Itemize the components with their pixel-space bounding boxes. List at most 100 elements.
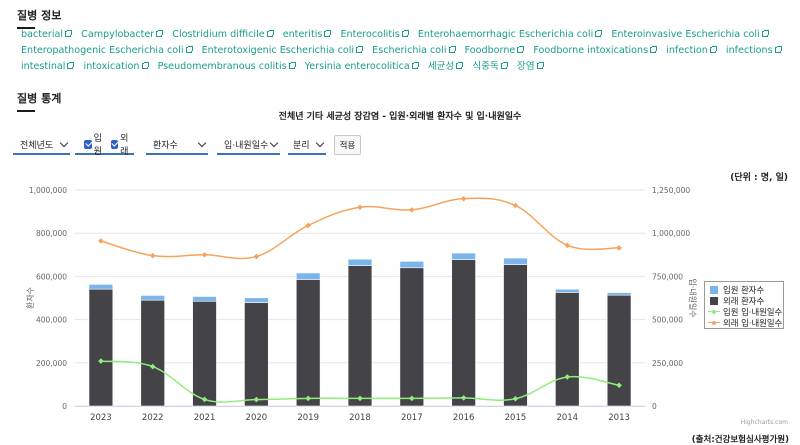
keyword-tag-link[interactable]: Yersinia enterocolitica [304, 61, 419, 72]
bar-outpatient-patients [555, 292, 580, 407]
external-link-icon [448, 46, 456, 53]
external-link-icon [536, 62, 544, 69]
keyword-tag-link[interactable]: Foodborne [464, 45, 525, 56]
x-tick-label: 2021 [194, 413, 216, 423]
y-left-tick-label: 800,000 [36, 229, 67, 238]
x-tick-label: 2022 [142, 413, 164, 423]
y-left-tick-label: 400,000 [36, 316, 67, 325]
disease-info-title-text: 질병 정보 [17, 9, 62, 22]
year-select[interactable]: 전체년도 [13, 135, 70, 155]
legend-swatch [710, 297, 718, 305]
legend-label: 외래 환자수 [723, 295, 765, 306]
chart-legend[interactable]: 입원 환자수 외래 환자수 입원 입·내원일수 외래 입·내원일수 [704, 281, 784, 329]
keyword-tag-link[interactable]: bacterial [21, 29, 73, 40]
bar-inpatient-patients [140, 295, 165, 301]
keyword-tag-text: Enterocolitis [340, 29, 400, 40]
keyword-tag-text: enteritis [282, 29, 323, 40]
keyword-tag-link[interactable]: Enterocolitis [340, 29, 409, 40]
point-inpatient-days [305, 395, 311, 402]
keyword-tag-text: Enterohaemorrhagic Escherichia coli [417, 29, 594, 40]
legend-item[interactable]: 외래 입·내원일수 [708, 317, 783, 328]
keyword-tag-text: Yersinia enterocolitica [304, 61, 410, 72]
source-label: (출처:건강보험심사평가원) [691, 435, 789, 445]
keyword-tag-link[interactable]: intestinal [21, 61, 75, 72]
unit-label: (단위 : 명, 일) [730, 173, 788, 183]
metric-select-value: 환자수 [153, 140, 178, 151]
metric-select[interactable]: 환자수 [146, 135, 208, 155]
external-link-icon [65, 30, 73, 37]
keyword-tag-text: intestinal [21, 61, 66, 72]
disease-stats-title: 질병 통계 [17, 90, 61, 112]
bar-outpatient-patients [295, 279, 321, 407]
keyword-tag-link[interactable]: Foodborne intoxications [533, 45, 658, 56]
bar-inpatient-patients [451, 252, 476, 260]
bar-inpatient-patients [399, 260, 425, 269]
keyword-tag-link[interactable]: Pseudomembranous colitis [158, 61, 296, 72]
credits-link[interactable]: Highcharts.com [740, 419, 788, 426]
legend-label: 입원 입·내원일수 [723, 306, 783, 317]
keyword-tag-text: Enteropathogenic Escherichia coli [21, 45, 184, 56]
legend-line-icon [708, 307, 720, 316]
bar-outpatient-patients [451, 259, 476, 407]
apply-button[interactable]: 적용 [334, 135, 361, 155]
mode-select-value: 분리 [293, 140, 310, 151]
external-link-icon [356, 46, 364, 53]
patient-type-checkboxes: 입원 외래 [75, 134, 134, 157]
legend-item[interactable]: 입원 환자수 [708, 284, 780, 295]
bar-outpatient-patients [244, 302, 269, 407]
keyword-tag-link[interactable]: Enterotoxigenic Escherichia coli [202, 45, 364, 56]
external-link-icon [401, 30, 409, 37]
keyword-tag-link[interactable]: Enteroinvasive Escherichia coli [611, 29, 769, 40]
keyword-tag-text: Foodborne [464, 45, 516, 56]
days-select[interactable]: 입·내원일수 [217, 135, 280, 155]
x-tick-label: 2014 [556, 413, 578, 423]
outpatient-checkbox[interactable] [110, 139, 119, 149]
bar-inpatient-patients [347, 258, 373, 266]
days-select-value: 입·내원일수 [224, 140, 269, 151]
title-underline [17, 27, 35, 29]
keyword-tag-link[interactable]: Enteropathogenic Escherichia coli [21, 45, 193, 56]
keyword-tag-link[interactable]: Enterohaemorrhagic Escherichia coli [417, 29, 603, 40]
keyword-tag-link[interactable]: infections [726, 45, 782, 56]
legend-item[interactable]: 입원 입·내원일수 [708, 306, 783, 317]
keyword-tag-link[interactable]: Clostridium difficile [172, 29, 274, 40]
keyword-tag-link[interactable]: 장염 [517, 61, 544, 72]
keyword-tag-link[interactable]: enteritis [282, 29, 332, 40]
legend-box-icon [708, 285, 720, 294]
keyword-tag-text: Foodborne intoxications [533, 45, 649, 56]
inpatient-label: 입원 [93, 134, 102, 157]
y-left-tick-label: 1,000,000 [29, 186, 67, 195]
legend-label: 외래 입·내원일수 [723, 317, 783, 328]
keyword-tag-link[interactable]: 식중독 [472, 61, 508, 72]
chevron-down-icon [59, 138, 69, 148]
point-inpatient-days [357, 395, 363, 402]
x-tick-label: 2013 [608, 413, 630, 423]
x-tick-label: 2016 [453, 413, 475, 423]
point-outpatient-days [149, 252, 156, 259]
external-link-icon [324, 30, 332, 37]
mode-select[interactable]: 분리 [288, 135, 326, 155]
legend-item[interactable]: 외래 환자수 [708, 295, 780, 306]
point-inpatient-days [512, 395, 519, 402]
keyword-tag-link[interactable]: Escherichia coli [372, 45, 456, 56]
external-link-icon [156, 30, 164, 37]
keyword-tag-link[interactable]: infection [666, 45, 717, 56]
inpatient-checkbox[interactable] [84, 139, 92, 149]
legend-label: 입원 환자수 [723, 284, 765, 295]
keyword-tag-text: 식중독 [472, 61, 499, 72]
point-outpatient-days [616, 245, 622, 251]
external-link-icon [761, 30, 769, 37]
external-link-icon [709, 46, 717, 53]
point-outpatient-days [409, 207, 415, 213]
external-link-icon [500, 62, 508, 69]
bar-outpatient-patients [399, 267, 425, 407]
keyword-tag-link[interactable]: intoxication [84, 61, 149, 72]
y-right-axis-title: 입·내원일수 [688, 278, 697, 317]
keyword-tag-link[interactable]: 세균성 [428, 61, 464, 72]
bar-inpatient-patients [555, 288, 580, 293]
external-link-icon [774, 46, 782, 53]
bar-inpatient-patients [192, 296, 217, 302]
bar-inpatient-patients [606, 292, 632, 296]
y-right-tick-label: 1,000,000 [652, 229, 690, 238]
keyword-tag-link[interactable]: Campylobacter [81, 29, 164, 40]
